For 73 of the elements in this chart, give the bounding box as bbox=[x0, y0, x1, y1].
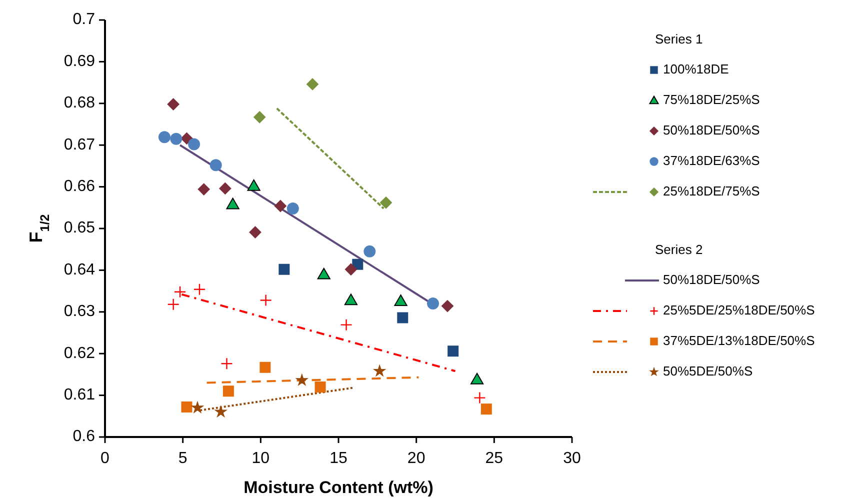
legend-label: 25%18DE/75%S bbox=[663, 183, 760, 198]
point bbox=[380, 196, 392, 209]
point bbox=[158, 131, 170, 144]
x-tick-label: 25 bbox=[485, 450, 504, 467]
point bbox=[249, 226, 262, 238]
x-tick-label: 20 bbox=[407, 450, 426, 467]
point bbox=[340, 318, 352, 331]
point bbox=[317, 268, 330, 280]
point bbox=[286, 202, 299, 214]
point bbox=[174, 286, 186, 298]
x-tick-label: 15 bbox=[330, 450, 348, 467]
point bbox=[198, 183, 210, 196]
legend-label: 100%18DE bbox=[663, 61, 730, 76]
y-tick-label: 0.67 bbox=[64, 136, 96, 154]
point bbox=[306, 78, 319, 90]
point bbox=[260, 294, 272, 306]
point bbox=[167, 98, 180, 110]
point bbox=[247, 179, 260, 191]
x-tick-label: 5 bbox=[178, 450, 188, 467]
y-tick-label: 0.61 bbox=[64, 386, 96, 404]
y-tick-label: 0.64 bbox=[64, 261, 96, 278]
point bbox=[226, 198, 240, 210]
point bbox=[448, 346, 459, 357]
point bbox=[474, 392, 486, 404]
point bbox=[260, 362, 271, 373]
point bbox=[220, 358, 233, 370]
point bbox=[394, 294, 408, 306]
point bbox=[364, 245, 376, 258]
x-tick-label: 30 bbox=[563, 450, 581, 467]
x-tick-label: 0 bbox=[100, 450, 110, 467]
legend-label: 37%18DE/63%S bbox=[663, 152, 760, 168]
point bbox=[167, 298, 180, 310]
point bbox=[254, 111, 266, 124]
legend-label: 37%5DE/13%18DE/50%S bbox=[663, 332, 816, 348]
point bbox=[397, 312, 408, 324]
y-tick-label: 0.66 bbox=[64, 178, 96, 196]
point bbox=[278, 264, 290, 275]
point bbox=[441, 300, 454, 312]
x-axis-title: Moisture Content (wt%) bbox=[244, 478, 434, 497]
y-tick-label: 0.62 bbox=[64, 344, 96, 362]
point bbox=[188, 138, 200, 150]
y-tick-label: 0.68 bbox=[64, 94, 96, 112]
point bbox=[480, 404, 492, 415]
x-tick-label: 10 bbox=[252, 450, 270, 467]
legend-label: 25%5DE/25%18DE/50%S bbox=[663, 302, 816, 318]
y-tick-label: 0.6 bbox=[72, 428, 96, 446]
text: Series 1 bbox=[655, 31, 703, 46]
y-tick-label: 0.69 bbox=[64, 52, 96, 70]
point bbox=[214, 406, 227, 418]
point bbox=[222, 386, 234, 397]
legend-label: 50%18DE/50%S bbox=[663, 122, 760, 138]
point bbox=[470, 372, 484, 384]
point bbox=[314, 381, 326, 392]
legend-label: 75%18DE/25%S bbox=[663, 92, 760, 107]
point bbox=[219, 182, 232, 194]
legend-label: 50%18DE/50%S bbox=[663, 272, 760, 287]
point bbox=[193, 283, 206, 296]
text: Series 2 bbox=[655, 242, 703, 257]
point bbox=[344, 294, 358, 306]
point bbox=[181, 401, 192, 412]
point bbox=[191, 401, 204, 414]
point bbox=[296, 374, 308, 386]
point bbox=[374, 364, 386, 376]
y-tick-label: 0.65 bbox=[64, 220, 96, 237]
y-tick-label: 0.7 bbox=[72, 11, 96, 28]
point bbox=[210, 159, 222, 172]
y-tick-label: 0.63 bbox=[64, 303, 96, 320]
point bbox=[274, 200, 286, 212]
point bbox=[426, 298, 439, 310]
legend-label: 50%5DE/50%S bbox=[663, 363, 753, 378]
point bbox=[170, 132, 182, 145]
point bbox=[180, 132, 193, 144]
point bbox=[344, 263, 357, 276]
